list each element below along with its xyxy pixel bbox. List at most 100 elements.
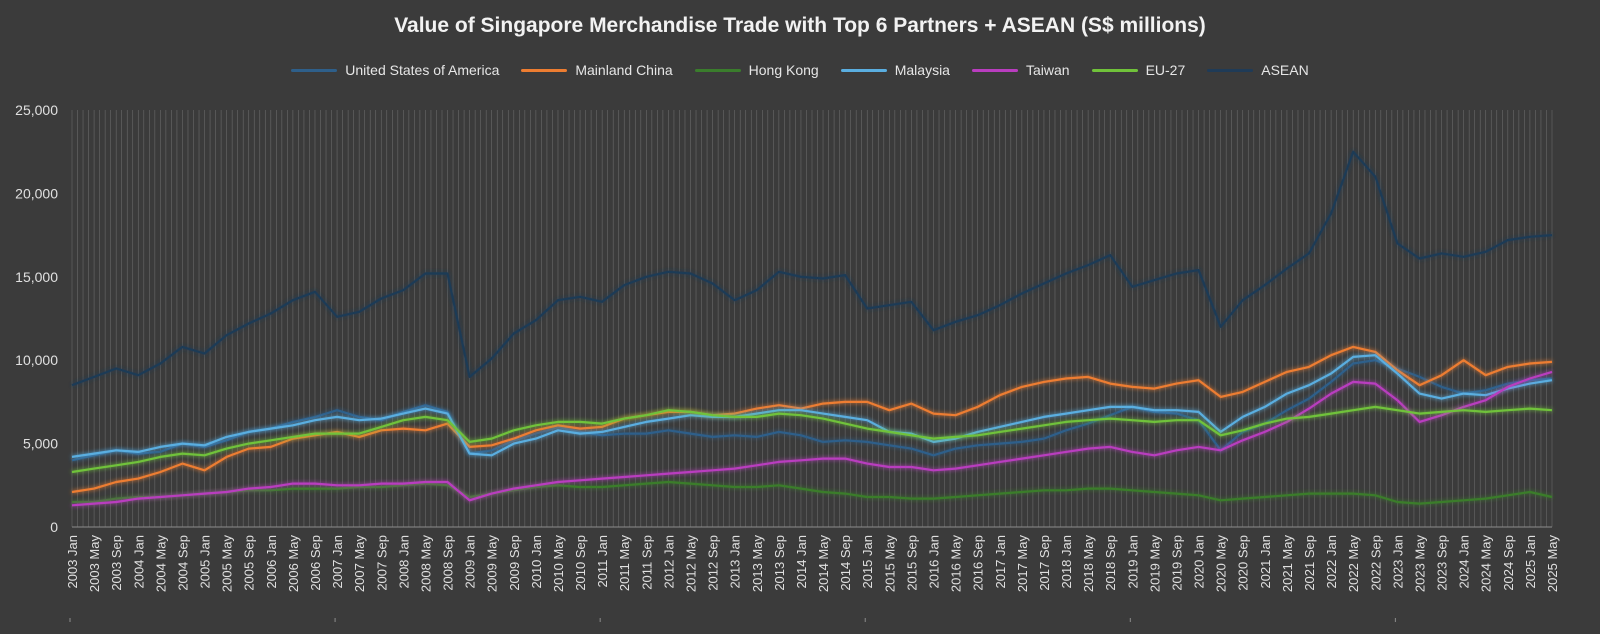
x-tick-label: 2008 Sep [441, 535, 456, 591]
legend-item: ASEAN [1207, 62, 1309, 78]
x-tick-label: 2017 Jan [993, 535, 1008, 589]
legend-label: United States of America [345, 62, 500, 78]
x-tick-label: 2023 Sep [1435, 535, 1450, 591]
y-tick-label: 25,000 [15, 102, 58, 118]
x-tick-label: 2022 Sep [1368, 535, 1383, 591]
series-group [71, 354, 1553, 458]
x-tick-label: 2015 Jan [860, 535, 875, 589]
x-tick-label: 2009 Sep [507, 535, 522, 591]
series-group [71, 370, 1553, 507]
x-tick-label: 2023 May [1412, 535, 1427, 593]
x-tick-label: 2025 May [1545, 535, 1560, 593]
x-tick-label: 2004 Sep [175, 535, 190, 591]
x-tick-label: 2014 Sep [838, 535, 853, 591]
x-tick-label: 2017 Sep [1037, 535, 1052, 591]
legend-swatch [971, 68, 1018, 72]
x-tick-label: 2013 Jan [728, 535, 743, 589]
x-tick-label: 2006 Sep [308, 535, 323, 591]
x-tick-label: 2010 Jan [529, 535, 544, 589]
series-line [71, 359, 1553, 462]
legend-swatch [291, 68, 338, 72]
legend-swatch [840, 68, 887, 72]
series-group [72, 480, 1553, 505]
series-line [71, 370, 1553, 507]
x-tick-label: 2021 May [1280, 535, 1295, 593]
x-tick-label: 2013 May [750, 535, 765, 593]
x-tick-label: 2013 Sep [772, 535, 787, 591]
series-line [71, 405, 1553, 474]
x-tick-label: 2007 May [352, 535, 367, 593]
legend: United States of America Mainland China Ho… [0, 62, 1600, 78]
x-tick-label: 2011 Sep [639, 535, 654, 590]
x-tick-label: 2011 May [617, 535, 632, 592]
series-group [71, 405, 1553, 474]
legend-label: Malaysia [894, 62, 950, 78]
series-line [71, 354, 1553, 458]
x-tick-label: 2014 Jan [794, 535, 809, 589]
x-tick-label: 2010 Sep [573, 535, 588, 591]
x-tick-label: 2004 May [153, 535, 168, 593]
x-tick-label: 2023 Jan [1390, 535, 1405, 589]
legend-swatch [694, 68, 741, 72]
x-tick-label: 2015 May [882, 535, 897, 593]
legend-label: EU-27 [1145, 62, 1186, 78]
x-tick-label: 2003 May [87, 535, 102, 593]
x-tick-label: 2007 Jan [330, 535, 345, 589]
x-tick-label: 2025 Jan [1523, 535, 1538, 589]
y-tick-label: 0 [50, 519, 58, 535]
y-tick-label: 10,000 [15, 352, 58, 368]
x-tick-label: 2016 May [949, 535, 964, 593]
x-tick-label: 2020 Jan [1192, 535, 1207, 589]
x-tick-label: 2016 Sep [971, 535, 986, 591]
x-tick-label: 2011 Jan [595, 535, 610, 588]
x-tick-label: 2014 May [816, 535, 831, 593]
y-tick-label: 5,000 [23, 436, 58, 452]
x-tick-label: 2008 Jan [396, 535, 411, 589]
x-tick-label: 2003 Sep [109, 535, 124, 591]
x-tick-label: 2024 May [1479, 535, 1494, 593]
x-tick-label: 2007 Sep [374, 535, 389, 591]
x-tick-label: 2008 May [418, 535, 433, 593]
x-tick-label: 2015 Sep [904, 535, 919, 591]
series-group [71, 359, 1553, 462]
legend-item: United States of America [291, 62, 499, 78]
legend-label: Hong Kong [748, 62, 819, 78]
x-tick-label: 2009 Jan [463, 535, 478, 589]
x-tick-label: 2005 May [220, 535, 235, 593]
x-tick-label: 2020 Sep [1236, 535, 1251, 591]
x-tick-label: 2012 Sep [706, 535, 721, 591]
x-tick-label: 2009 May [485, 535, 500, 593]
y-tick-label: 20,000 [15, 185, 58, 201]
legend-label: Mainland China [575, 62, 673, 78]
x-tick-label: 2019 May [1147, 535, 1162, 593]
series-line [71, 345, 1553, 494]
x-tick-label: 2012 May [684, 535, 699, 593]
x-tick-label: 2010 May [551, 535, 566, 593]
x-tick-label: 2012 Jan [661, 535, 676, 589]
x-tick-label: 2019 Sep [1169, 535, 1184, 591]
legend-label: Taiwan [1025, 62, 1070, 78]
series-group [71, 345, 1553, 494]
x-tick-label: 2021 Sep [1302, 535, 1317, 591]
x-tick-label: 2018 Sep [1103, 535, 1118, 591]
x-tick-label: 2005 Sep [242, 535, 257, 591]
chart-title: Value of Singapore Merchandise Trade wit… [394, 14, 1206, 37]
series-line [72, 480, 1553, 505]
x-tick-label: 2019 Jan [1125, 535, 1140, 589]
x-tick-label: 2017 May [1015, 535, 1030, 593]
legend-label: ASEAN [1261, 62, 1309, 78]
series-group [71, 150, 1553, 387]
x-tick-label: 2021 Jan [1258, 535, 1273, 589]
legend-swatch [1207, 68, 1254, 72]
x-tick-label: 2003 Jan [65, 535, 80, 589]
legend-item: Malaysia [840, 62, 950, 78]
gridlines [71, 110, 1553, 527]
x-tick-label: 2024 Sep [1501, 535, 1516, 591]
x-tick-label: 2018 Jan [1059, 535, 1074, 589]
x-tick-label: 2022 Jan [1324, 535, 1339, 589]
legend-item: Hong Kong [694, 62, 819, 78]
x-tick-label: 2020 May [1214, 535, 1229, 593]
legend-item: Mainland China [521, 62, 673, 78]
